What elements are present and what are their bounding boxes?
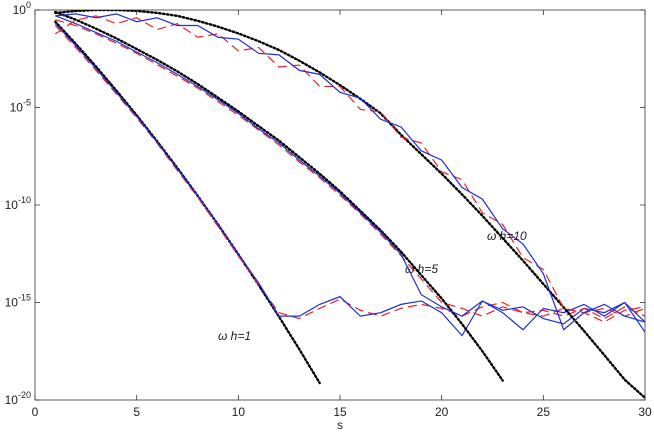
x-tick-label: 5 xyxy=(133,405,140,419)
y-tick-base: 10 xyxy=(13,3,27,17)
series-line xyxy=(54,15,645,317)
x-tick-label: 25 xyxy=(537,405,551,419)
series-line xyxy=(55,19,645,320)
x-tick-label: 10 xyxy=(232,405,246,419)
y-tick-exponent: -15 xyxy=(18,293,31,303)
y-tick-label: 10-20 xyxy=(5,390,31,407)
y-tick-base: 10 xyxy=(10,101,24,115)
y-tick-exponent: 0 xyxy=(26,0,31,10)
y-tick-exponent: -10 xyxy=(18,195,31,205)
series-line xyxy=(55,15,645,331)
y-tick-label: 10-10 xyxy=(5,195,31,212)
annotation: ω h=5 xyxy=(405,262,438,276)
x-tick-label: 30 xyxy=(638,405,652,419)
y-tick-label: 10-5 xyxy=(10,98,31,115)
y-tick-label: 10-15 xyxy=(5,293,31,310)
y-tick-label: 100 xyxy=(13,0,31,17)
series-line xyxy=(55,13,645,331)
y-tick-exponent: -5 xyxy=(23,98,31,108)
x-tick-label: 15 xyxy=(333,405,347,419)
y-tick-exponent: -20 xyxy=(18,390,31,400)
x-tick-label: 20 xyxy=(435,405,449,419)
plot-area xyxy=(54,10,645,399)
series-line xyxy=(54,20,321,385)
y-tick-base: 10 xyxy=(5,296,19,310)
y-tick-base: 10 xyxy=(5,393,19,407)
series-line xyxy=(54,10,504,382)
annotation: ω h=10 xyxy=(487,229,527,243)
annotation: ω h=1 xyxy=(218,329,251,343)
x-axis-label: s xyxy=(337,418,343,432)
x-tick-label: 0 xyxy=(32,405,39,419)
series-line xyxy=(54,25,645,323)
series-line xyxy=(54,23,645,337)
series-line xyxy=(54,10,645,399)
y-tick-base: 10 xyxy=(5,198,19,212)
plot-frame xyxy=(34,9,646,401)
